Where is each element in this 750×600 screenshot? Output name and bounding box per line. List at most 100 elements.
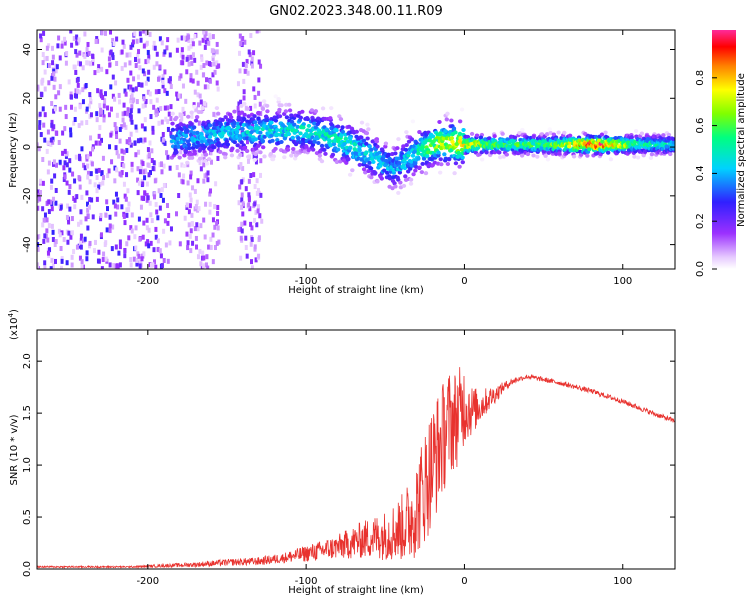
noise-cell bbox=[41, 52, 45, 58]
noise-cell bbox=[72, 36, 76, 42]
noise-cell bbox=[65, 260, 69, 266]
ridge-cell bbox=[293, 142, 299, 147]
noise-cell bbox=[175, 47, 179, 53]
ridge-cell bbox=[413, 161, 418, 166]
ridge-cell bbox=[273, 94, 278, 99]
ridge-cell bbox=[189, 155, 195, 160]
noise-cell bbox=[211, 34, 215, 40]
noise-cell bbox=[167, 212, 171, 218]
ridge-cell bbox=[205, 126, 210, 131]
noise-cell bbox=[67, 219, 71, 225]
ridge-cell bbox=[397, 170, 403, 175]
noise-cell bbox=[191, 41, 195, 47]
noise-cell bbox=[152, 104, 156, 110]
noise-cell bbox=[254, 209, 258, 215]
ridge-cell bbox=[220, 117, 225, 122]
ridge-cell bbox=[465, 134, 471, 139]
noise-cell bbox=[237, 200, 241, 206]
ridge-cell bbox=[340, 129, 346, 134]
noise-cell bbox=[143, 102, 147, 108]
noise-cell bbox=[127, 207, 131, 213]
ridge-cell bbox=[403, 147, 409, 152]
noise-cell bbox=[110, 159, 114, 165]
noise-cell bbox=[206, 84, 210, 90]
noise-cell bbox=[146, 58, 150, 64]
noise-cell bbox=[163, 49, 167, 55]
noise-cell bbox=[193, 57, 197, 63]
noise-cell bbox=[125, 241, 129, 247]
noise-cell bbox=[80, 194, 84, 200]
ridge-cell bbox=[411, 172, 416, 177]
noise-cell bbox=[199, 99, 203, 105]
ridge-cell bbox=[361, 138, 367, 143]
noise-cell bbox=[177, 93, 181, 99]
ridge-cell bbox=[347, 172, 353, 177]
noise-cell bbox=[247, 197, 251, 203]
noise-cell bbox=[126, 111, 130, 117]
noise-cell bbox=[37, 246, 40, 252]
ridge-cell bbox=[306, 147, 311, 152]
noise-cell bbox=[151, 125, 155, 131]
ridge-cell bbox=[417, 165, 422, 170]
noise-cell bbox=[236, 105, 240, 111]
noise-cell bbox=[123, 193, 127, 199]
ridge-cell bbox=[246, 154, 251, 159]
noise-cell bbox=[57, 139, 61, 145]
noise-cell bbox=[99, 216, 103, 222]
noise-cell bbox=[129, 84, 133, 90]
snr-x-ticks: -200 -100 0 100 bbox=[136, 330, 632, 587]
ridge-cell bbox=[547, 127, 552, 132]
noise-cell bbox=[215, 41, 219, 47]
noise-cell bbox=[164, 116, 168, 122]
noise-cell bbox=[241, 201, 245, 207]
ridge-cell bbox=[175, 136, 181, 141]
noise-cell bbox=[87, 204, 91, 210]
noise-cell bbox=[245, 253, 249, 259]
noise-cell bbox=[73, 197, 77, 203]
noise-cell bbox=[241, 166, 245, 172]
ridge-cell bbox=[454, 141, 459, 146]
noise-cell bbox=[198, 40, 202, 46]
noise-cell bbox=[144, 80, 148, 86]
noise-cell bbox=[154, 264, 158, 269]
ridge-cell bbox=[269, 120, 274, 125]
ridge-cell bbox=[242, 101, 247, 106]
noise-cell bbox=[114, 130, 118, 136]
noise-cell bbox=[38, 120, 42, 126]
noise-cell bbox=[191, 185, 195, 191]
ridge-cell bbox=[343, 136, 348, 141]
ridge-cell bbox=[187, 146, 192, 151]
ridge-cell bbox=[571, 154, 577, 159]
noise-cell bbox=[74, 88, 78, 94]
noise-cell bbox=[118, 244, 122, 250]
ridge-cell bbox=[203, 152, 209, 157]
noise-cell bbox=[98, 140, 102, 146]
noise-cell bbox=[92, 248, 96, 254]
noise-cell bbox=[154, 234, 158, 240]
noise-cell bbox=[176, 37, 180, 43]
noise-cell bbox=[129, 98, 133, 104]
noise-cell bbox=[49, 184, 53, 190]
noise-cell bbox=[39, 37, 43, 43]
noise-cell bbox=[135, 38, 139, 44]
ridge-cell bbox=[351, 129, 356, 134]
ridge-cell bbox=[359, 120, 365, 125]
noise-cell bbox=[213, 69, 217, 75]
noise-cell bbox=[77, 221, 81, 227]
noise-cell bbox=[209, 188, 213, 194]
ridge-cell bbox=[453, 161, 459, 166]
ridge-cell bbox=[367, 160, 372, 165]
noise-cell bbox=[122, 149, 126, 155]
noise-cell bbox=[100, 30, 104, 36]
noise-cell bbox=[118, 126, 122, 132]
noise-cell bbox=[190, 113, 194, 119]
noise-cell bbox=[86, 153, 90, 159]
ridge-cell bbox=[304, 115, 310, 120]
noise-cell bbox=[102, 175, 106, 181]
noise-cell bbox=[89, 99, 93, 105]
ridge-cell bbox=[639, 131, 645, 136]
noise-cell bbox=[250, 56, 254, 62]
ridge-cell bbox=[258, 150, 263, 155]
noise-cell bbox=[78, 184, 82, 190]
noise-cell bbox=[196, 92, 200, 98]
